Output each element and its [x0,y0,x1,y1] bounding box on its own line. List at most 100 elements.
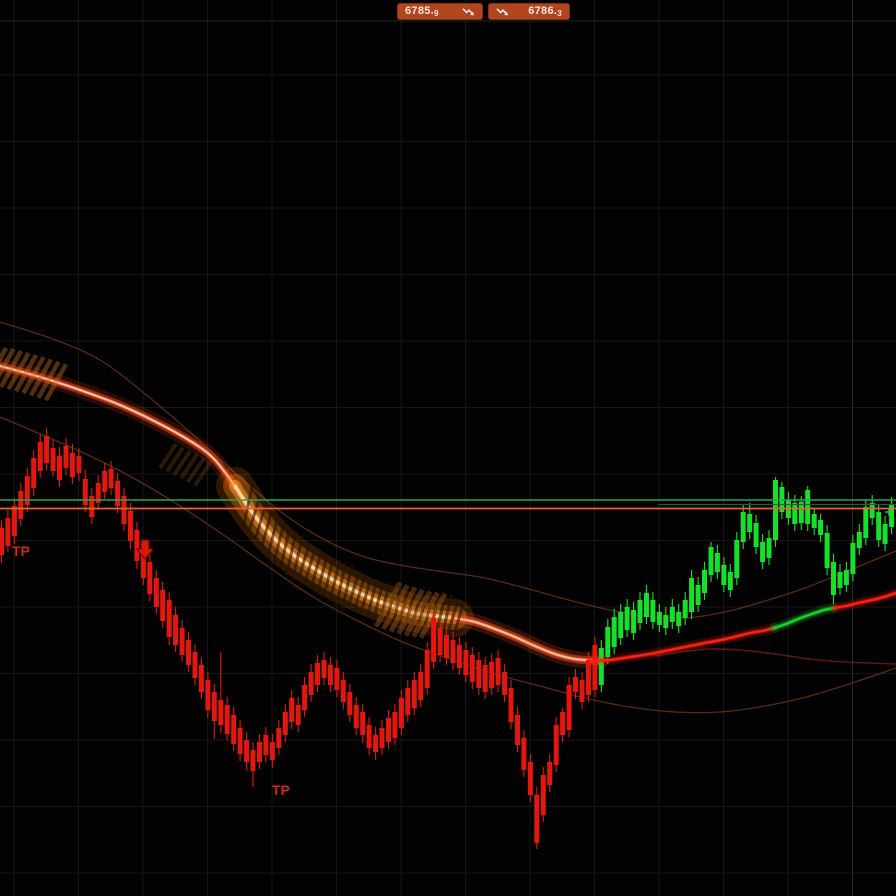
candle-body [831,562,836,595]
candle-body [398,698,404,728]
candle-body [469,655,475,682]
hatch-rib [439,593,453,641]
candle-body [521,738,527,770]
candle-body [192,652,198,678]
hatch-rib [278,526,292,570]
candle-body [553,725,559,765]
hatch-rib [272,522,286,563]
hatch-rib [415,594,429,634]
candle-body [489,662,495,688]
hatch-rib [284,530,298,576]
candle-body [663,615,669,628]
sell-price: 6785.9 [405,5,439,18]
candle-body [540,775,546,815]
candle-body [669,607,675,622]
candle-body [237,728,243,754]
candle-body [598,648,604,685]
ma-band-stroke [0,365,236,487]
trend-down-icon [496,7,508,15]
candle-body [476,660,482,688]
candle-body [592,645,598,690]
candle-body [347,692,353,715]
trade-markers: TP TP [12,508,893,798]
candle-body [69,453,75,477]
hatch-stroke [193,460,213,487]
candle-body [186,640,191,665]
candle-body [444,635,449,658]
candle-body [695,585,701,605]
hatch-rib [340,563,354,611]
hatch-stroke [403,590,433,637]
candle-body [734,540,740,578]
candle-body [76,456,82,473]
candle-body [876,512,882,540]
hatch-stroke [388,586,418,633]
candle-body [747,514,753,532]
candle-body [102,471,108,492]
candle-body [560,712,566,735]
candle-body [508,688,514,722]
candle-body [676,612,682,626]
buy-price: 6786.3 [528,5,562,18]
candle-body [889,504,895,527]
candle-body [108,469,114,488]
buy-quote-button[interactable]: 6786.3 [488,3,570,20]
candle-body [334,668,340,690]
candle-body [295,705,301,725]
candle-body [689,578,695,612]
candle-body [57,456,62,480]
candle-body [289,698,295,722]
slow-ma-line [654,648,896,665]
candle-body [637,600,643,623]
hatch-rib [241,482,255,529]
candle-body [315,663,320,685]
hatch-rib [353,575,367,611]
hatch-rib [328,559,342,603]
candle-body [792,503,798,524]
candle-body [115,481,121,506]
hatch-stroke [29,358,53,397]
candle-body [50,448,56,471]
candle-body [31,458,37,488]
candle-body [682,600,688,618]
hatch-stroke [0,346,8,364]
hatch-stroke [418,592,448,639]
candle-body [798,502,804,523]
hatch-rib [303,548,317,584]
candle-body [257,742,262,762]
hatch-stroke [179,453,199,480]
hatch-rib [346,573,360,607]
candle-body [463,650,469,675]
hatch-stroke [373,581,403,628]
sell-quote-button[interactable]: 6785.9 [397,3,483,20]
candle-body [392,712,398,738]
candle-body [618,612,624,638]
candle-body [818,520,824,535]
candle-body [11,506,17,536]
hatch-stroke [158,442,178,470]
candle-body [605,627,611,657]
candle-body [863,507,869,538]
hatch-rib [402,593,416,629]
candle-body [714,553,720,572]
candle-body [95,483,101,503]
hatch-stroke [165,446,185,473]
candle-body [321,660,327,678]
candle-body [856,532,862,548]
candle-body [811,514,817,528]
candle-body [18,491,24,519]
candle-body [843,570,849,585]
candle-body [173,615,179,645]
hatch-rib [359,577,373,615]
candle-body [386,718,391,742]
candle-body [708,547,714,575]
candle-body [211,692,217,721]
tp-label: TP [272,782,290,798]
candle-body [353,705,359,728]
candle-body [121,496,127,524]
candle-body [224,705,230,734]
candle-body [824,533,830,568]
hatch-rib [371,580,385,622]
